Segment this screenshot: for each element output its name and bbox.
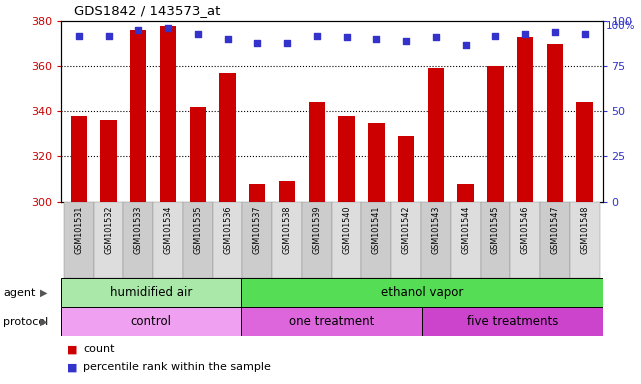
Text: ■: ■	[67, 344, 78, 354]
Text: control: control	[131, 315, 172, 328]
Text: GSM101531: GSM101531	[74, 205, 83, 254]
Bar	[481, 202, 510, 278]
Bar	[123, 202, 153, 278]
Text: GSM101547: GSM101547	[551, 205, 560, 254]
Text: GSM101544: GSM101544	[461, 205, 470, 254]
Point	[222, 36, 233, 42]
Bar	[130, 30, 146, 202]
Bar	[213, 202, 242, 278]
Bar	[302, 202, 331, 278]
Point	[579, 31, 590, 37]
Point	[103, 33, 113, 39]
Text: GSM101536: GSM101536	[223, 205, 232, 254]
Bar	[71, 116, 87, 202]
Point	[490, 33, 501, 39]
Text: GSM101546: GSM101546	[520, 205, 529, 254]
Bar	[61, 307, 242, 336]
Text: GSM101541: GSM101541	[372, 205, 381, 254]
Text: GSM101542: GSM101542	[402, 205, 411, 254]
Point	[431, 34, 441, 40]
Point	[133, 27, 144, 33]
Text: GSM101533: GSM101533	[134, 205, 143, 254]
Point	[371, 36, 381, 42]
Bar	[101, 121, 117, 202]
Text: ethanol vapor: ethanol vapor	[381, 286, 463, 299]
Bar	[517, 37, 533, 202]
Text: GSM101537: GSM101537	[253, 205, 262, 254]
Text: GSM101532: GSM101532	[104, 205, 113, 254]
Bar	[398, 136, 414, 202]
Text: five treatments: five treatments	[467, 315, 558, 328]
Text: GSM101543: GSM101543	[431, 205, 440, 254]
Bar	[422, 307, 603, 336]
Bar	[242, 307, 422, 336]
Bar	[309, 103, 325, 202]
Point	[550, 29, 560, 35]
Text: percentile rank within the sample: percentile rank within the sample	[83, 362, 271, 372]
Bar	[94, 202, 123, 278]
Text: ▶: ▶	[40, 288, 47, 298]
Text: GSM101534: GSM101534	[163, 205, 172, 254]
Text: ■: ■	[67, 362, 78, 372]
Text: agent: agent	[3, 288, 36, 298]
Text: GDS1842 / 143573_at: GDS1842 / 143573_at	[74, 4, 220, 17]
Point	[193, 31, 203, 37]
Bar	[219, 73, 236, 202]
Bar	[487, 66, 504, 202]
Bar	[242, 278, 603, 307]
Point	[252, 40, 262, 46]
Text: 100%: 100%	[606, 21, 635, 31]
Point	[401, 38, 412, 44]
Bar	[153, 202, 183, 278]
Point	[342, 34, 352, 40]
Point	[312, 33, 322, 39]
Text: count: count	[83, 344, 115, 354]
Bar	[160, 26, 176, 202]
Text: GSM101548: GSM101548	[580, 205, 589, 254]
Text: GSM101535: GSM101535	[194, 205, 203, 254]
Bar	[540, 202, 570, 278]
Bar	[61, 278, 242, 307]
Text: ▶: ▶	[40, 316, 47, 327]
Text: one treatment: one treatment	[289, 315, 374, 328]
Bar	[368, 122, 385, 202]
Text: GSM101545: GSM101545	[491, 205, 500, 254]
Bar	[279, 181, 296, 202]
Point	[163, 25, 173, 31]
Text: GSM101539: GSM101539	[312, 205, 321, 254]
Bar	[421, 202, 451, 278]
Point	[520, 31, 530, 37]
Text: protocol: protocol	[3, 316, 49, 327]
Bar	[451, 202, 481, 278]
Bar	[391, 202, 421, 278]
Bar	[576, 103, 593, 202]
Bar	[510, 202, 540, 278]
Bar	[458, 184, 474, 202]
Text: GSM101540: GSM101540	[342, 205, 351, 254]
Bar	[570, 202, 599, 278]
Text: GSM101538: GSM101538	[283, 205, 292, 254]
Bar	[272, 202, 302, 278]
Bar	[190, 107, 206, 202]
Point	[74, 33, 84, 39]
Point	[282, 40, 292, 46]
Bar	[362, 202, 391, 278]
Bar	[428, 68, 444, 202]
Bar	[64, 202, 94, 278]
Bar	[331, 202, 362, 278]
Bar	[249, 184, 265, 202]
Bar	[547, 44, 563, 202]
Bar	[183, 202, 213, 278]
Text: humidified air: humidified air	[110, 286, 192, 299]
Point	[460, 41, 470, 48]
Bar	[242, 202, 272, 278]
Bar	[338, 116, 354, 202]
